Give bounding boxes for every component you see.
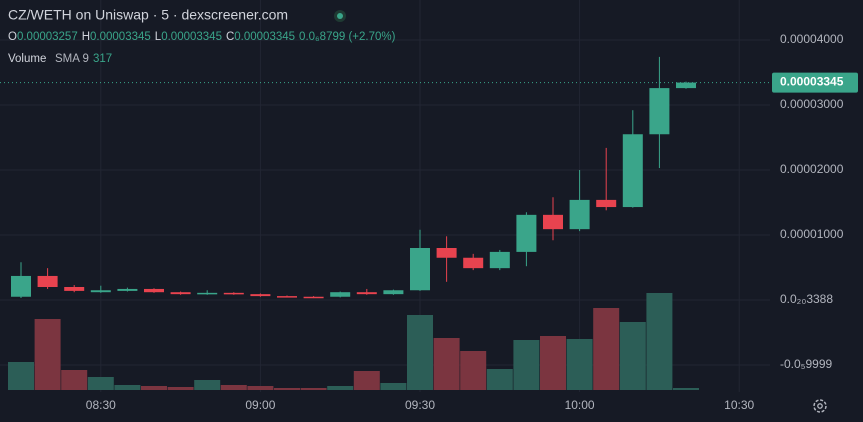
y-tick-label: 0.00004000 — [780, 32, 844, 46]
candle-body — [170, 292, 191, 295]
volume-bar — [540, 336, 566, 390]
last-price-box — [772, 72, 858, 93]
volume-bar — [566, 339, 593, 390]
settings-icon[interactable] — [813, 399, 827, 413]
ohlc-value: 0.00003345 — [161, 31, 222, 43]
y-tick-label: 0.0₂₀3388 — [780, 292, 833, 306]
candle-body — [649, 88, 670, 135]
candle-body — [569, 199, 590, 230]
ohlc-key: L — [155, 31, 162, 43]
volume-bar — [220, 385, 247, 390]
ohlc-key: H — [82, 31, 90, 43]
candle-body — [250, 294, 271, 297]
candle-body — [622, 134, 643, 208]
volume-bar — [646, 293, 673, 390]
x-tick-label: 09:30 — [405, 398, 435, 412]
volume-title: Volume — [8, 53, 46, 65]
candle-body — [37, 275, 58, 287]
y-tick-label: -0.0₅9999 — [780, 357, 833, 371]
candle-body — [223, 292, 244, 295]
chart-title: CZ/WETH on Uniswap · 5 · dexscreener.com — [8, 7, 288, 23]
volume-bar — [407, 315, 433, 390]
candle-body — [463, 257, 484, 269]
candle-body — [356, 292, 377, 295]
volume-bar — [8, 362, 34, 390]
x-tick-label: 10:30 — [724, 398, 754, 412]
candle-body — [410, 248, 430, 291]
volume-bar — [114, 385, 141, 390]
volume-bar — [61, 370, 88, 390]
volume-bar — [619, 322, 646, 390]
volume-bar — [87, 377, 114, 390]
volume-bar — [460, 351, 487, 390]
status-dot — [337, 13, 343, 19]
ohlc-key: C — [226, 31, 234, 43]
volume-bar — [274, 388, 300, 390]
candle-body — [277, 296, 297, 298]
ohlc-value: 0.00003345 — [234, 31, 295, 43]
candle-body — [676, 82, 696, 89]
candle-body — [117, 288, 138, 291]
y-tick-label: 0.00003000 — [780, 97, 844, 111]
y-tick-label: 0.00002000 — [780, 162, 844, 176]
volume-bar — [167, 387, 194, 390]
volume-bar — [300, 388, 327, 390]
x-tick-label: 08:30 — [86, 398, 116, 412]
volume-bar — [34, 319, 61, 390]
ohlc-value: 0.00003257 — [17, 31, 78, 43]
ohlc-value: 0.00003345 — [90, 31, 151, 43]
candle-body — [436, 248, 457, 258]
ohlc-key: O — [8, 31, 17, 43]
volume-bar — [194, 380, 221, 390]
candle-body — [197, 292, 218, 295]
candle-body — [90, 290, 111, 293]
change: 0.0₆8799 (+2.70%) — [299, 31, 396, 43]
candle-body — [144, 288, 164, 293]
candle-body — [330, 292, 351, 297]
volume-bar — [593, 308, 620, 390]
volume-bar — [247, 386, 274, 390]
candle-body — [489, 251, 510, 269]
volume-bar — [673, 388, 699, 390]
candle-body — [543, 214, 563, 230]
candle-body — [11, 275, 31, 297]
volume-bar — [141, 386, 167, 390]
candle-body — [596, 199, 617, 208]
volume-bar — [486, 369, 513, 390]
volume-bar — [513, 340, 540, 390]
candle-body — [303, 296, 324, 299]
volume-bar — [380, 383, 407, 390]
volume-sma: SMA 9 — [55, 53, 89, 65]
candle-body — [516, 214, 537, 252]
volume-bar — [433, 338, 460, 390]
x-tick-label: 10:00 — [565, 398, 595, 412]
volume-bar — [353, 371, 380, 390]
volume-sma-value: 317 — [93, 53, 112, 65]
last-price-label: 0.00003345 — [780, 75, 844, 89]
y-tick-label: 0.00001000 — [780, 227, 844, 241]
candle-body — [64, 287, 85, 291]
ohlc-legend: O0.00003257 H0.00003345 L0.00003345 C0.0000… — [8, 31, 396, 43]
volume-bar — [327, 386, 354, 390]
x-tick-label: 09:00 — [245, 398, 275, 412]
candle-body — [383, 290, 404, 295]
